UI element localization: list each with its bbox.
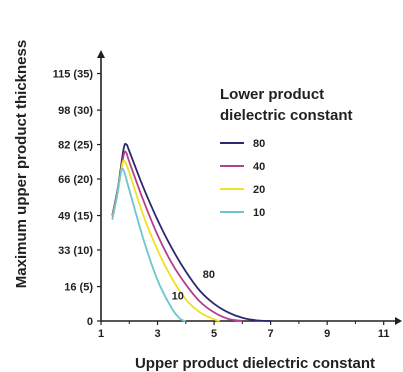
y-tick-label: 82 (25) [58,140,93,152]
axes [97,50,402,325]
x-tick-label: 7 [268,328,274,340]
series-line-80 [111,142,271,322]
legend: Lower product dielectric constant 80 40 20… [220,86,353,219]
legend-label-40: 40 [253,161,265,173]
legend-label-10: 10 [253,207,265,219]
y-axis-title: Maximum upper product thickness [13,40,30,288]
x-tick-label: 5 [211,328,217,340]
annotations: 80 10 [172,269,215,303]
y-tick-label: 16 (5) [64,282,93,294]
series-line-10 [111,167,187,322]
y-tick-label: 115 (35) [53,69,94,81]
y-tick-label: 0 [87,316,93,328]
curve-label: 80 [203,269,215,281]
legend-label-20: 20 [253,184,265,196]
x-tick-label: 1 [98,328,104,340]
x-tick-label: 3 [154,328,160,340]
x-tick-label: 11 [378,328,390,340]
series-lines [111,142,271,322]
y-ticks: 0 16 (5) 33 (10) 49 (15) 66 (20) 82 (25) 98 (3… [53,69,101,328]
y-tick-label: 33 (10) [58,245,93,257]
curve-label: 10 [172,290,184,302]
series-line-40 [111,150,243,322]
y-axis-arrow [97,50,105,58]
y-tick-label: 66 (20) [58,174,93,186]
series-line-20 [111,159,220,322]
y-tick-label: 49 (15) [58,211,93,223]
legend-items: 80 40 20 10 [220,138,265,219]
x-ticks: 1 3 5 7 9 11 [98,321,390,340]
legend-label-80: 80 [253,138,265,150]
x-axis-arrow [395,317,402,325]
legend-title-line1: Lower product [220,86,324,103]
y-tick-label: 98 (30) [58,105,93,117]
x-tick-label: 9 [324,328,330,340]
x-axis-title: Upper product dielectric constant [135,355,375,372]
legend-title-line2: dielectric constant [220,107,353,124]
